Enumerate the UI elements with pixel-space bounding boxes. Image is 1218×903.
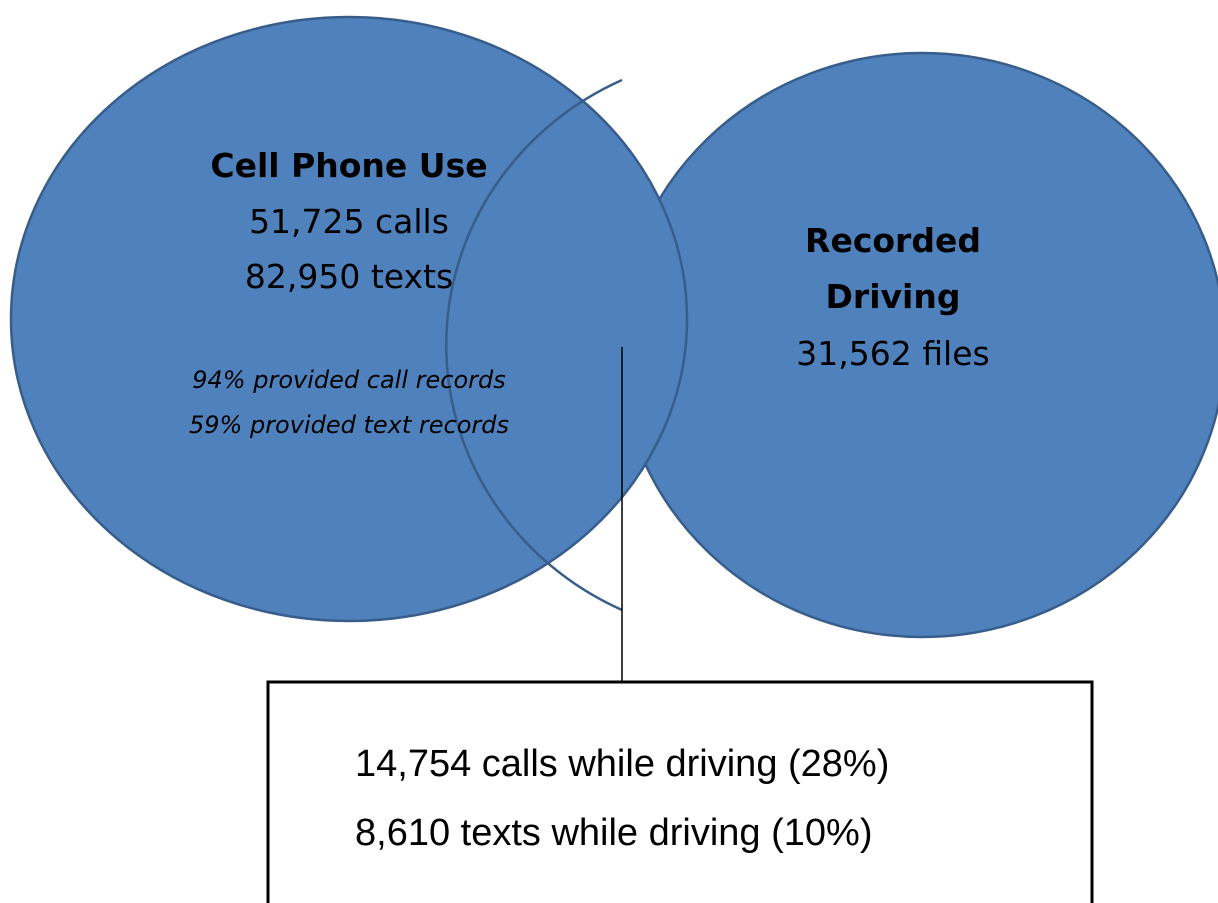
box-line: 14,754 calls while driving (28%) <box>355 743 889 785</box>
result-box <box>266 680 1094 903</box>
circle-title: Cell Phone Use <box>210 146 487 185</box>
circle-title: Driving <box>826 277 961 316</box>
circle-cell-phone-use <box>9 15 689 623</box>
circle-title: Recorded <box>805 221 981 260</box>
circle-note: 94% provided call records <box>192 366 505 394</box>
circle-line: 31,562 files <box>796 334 989 373</box>
overlap-outline <box>445 78 623 612</box>
circle-line: 82,950 texts <box>245 257 453 296</box>
circle-line: 51,725 calls <box>249 202 449 241</box>
circle-note: 59% provided text records <box>189 411 509 439</box>
box-line: 8,610 texts while driving (10%) <box>355 812 872 854</box>
